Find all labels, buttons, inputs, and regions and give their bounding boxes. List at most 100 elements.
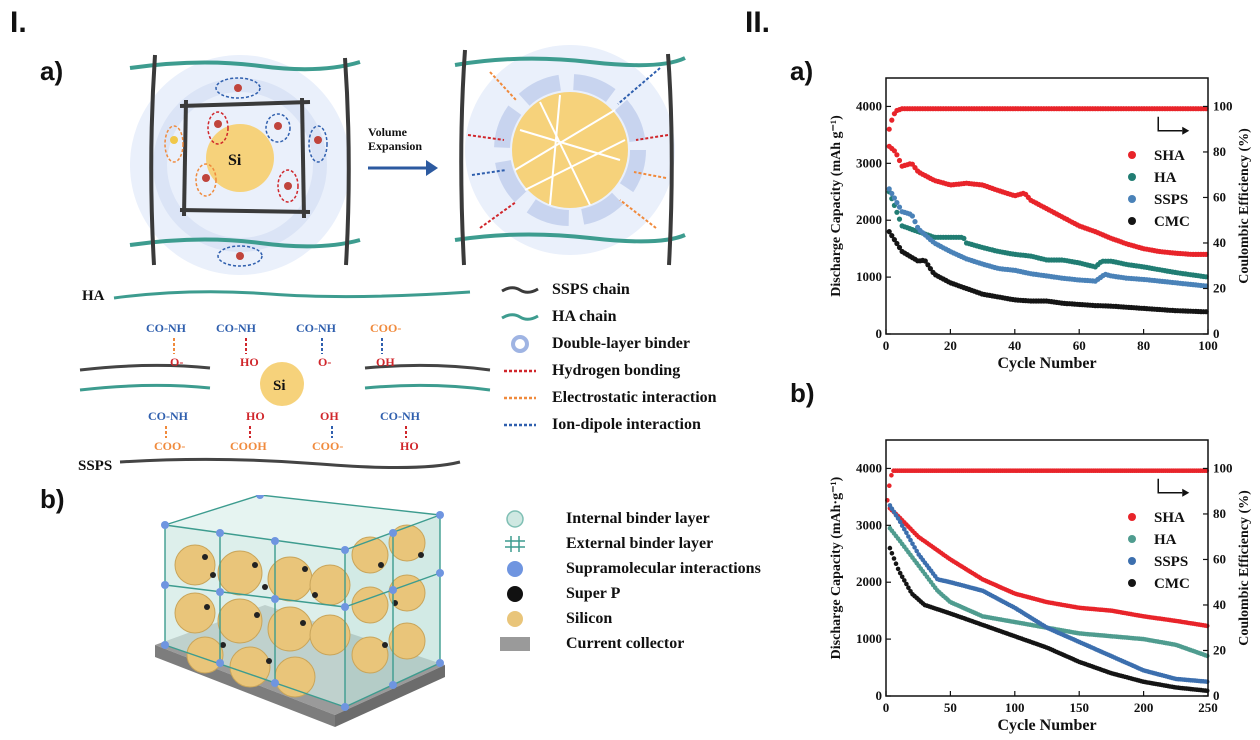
x-tick-label: 50	[944, 700, 957, 715]
y2-tick-label: 0	[1213, 326, 1220, 341]
data-point	[891, 556, 897, 561]
expanded-binder-network	[454, 45, 686, 266]
plot-data	[886, 106, 1209, 315]
legend-item-super-p: Super P	[500, 581, 830, 606]
legend-label: Internal binder layer	[566, 509, 710, 527]
supramolecular-interactions-icon	[507, 560, 523, 577]
series-coulombic-efficiency	[886, 106, 1209, 132]
y2-tick-label: 20	[1213, 642, 1226, 657]
y-tick-label: 2000	[856, 212, 882, 227]
legend-marker	[1128, 535, 1136, 543]
capacity-chart-100-cycles: 0 20 40 60 80 1000100020003000400002040608010…	[829, 77, 1252, 372]
legend-label: SHA	[1154, 510, 1185, 526]
data-point	[899, 523, 905, 528]
panel-ia-label: a)	[40, 56, 64, 86]
data-point	[894, 240, 900, 247]
super-p-icon	[507, 585, 523, 602]
data-point	[925, 262, 931, 268]
data-point	[887, 503, 893, 508]
y2-tick-label: 0	[1213, 688, 1220, 703]
data-point	[886, 186, 892, 192]
y2-tick-label: 60	[1213, 551, 1226, 566]
data-point	[1204, 688, 1210, 694]
x-tick-label: 80	[1137, 338, 1150, 353]
bottom-partner-1: COO-	[154, 439, 185, 453]
ion-dipole-interaction-icon	[504, 423, 536, 426]
top-group-3: CO-NH	[296, 321, 337, 335]
data-point	[906, 585, 911, 590]
y2-tick-label: 20	[1213, 280, 1226, 295]
legend-marker	[1128, 151, 1136, 159]
y2-tick-label: 40	[1213, 597, 1226, 612]
data-point	[889, 190, 895, 197]
y-tick-label: 4000	[856, 98, 882, 113]
arrow-label-line2: Expansion	[368, 139, 422, 153]
y2-axis-label: Coulombic Efficiency (%)	[1237, 128, 1252, 284]
legend-label: Electrostatic interaction	[552, 388, 717, 406]
data-point	[902, 578, 907, 583]
data-point	[891, 195, 897, 201]
x-tick-label: 20	[944, 338, 957, 353]
data-point	[927, 266, 933, 272]
legend-item-supramolecular: Supramolecular interactions	[500, 556, 830, 581]
ha-chain-icon	[501, 312, 539, 321]
y2-tick-label: 80	[1213, 144, 1226, 159]
legend-label: CMC	[1154, 576, 1190, 592]
external-binder-layer-icon	[505, 535, 525, 552]
x-tick-label: 0	[883, 338, 890, 353]
y2-tick-label: 40	[1213, 235, 1226, 250]
legend-item-double-layer: Double-layer binder	[500, 330, 770, 357]
part-one-label: I.	[10, 6, 27, 39]
data-point	[896, 204, 903, 210]
data-point	[902, 526, 907, 532]
y-axis-label: Discharge Capacity (mAh·g⁻¹)	[829, 476, 844, 659]
legend-label: CMC	[1154, 214, 1190, 230]
y2-axis-label: Coulombic Efficiency (%)	[1237, 490, 1252, 646]
panel-iia-label: a)	[790, 56, 814, 86]
y2-tick-label: 80	[1213, 506, 1226, 521]
data-point	[895, 566, 901, 572]
series-cmc	[887, 545, 1210, 694]
volume-expansion-arrow: Volume Expansion	[368, 125, 438, 176]
ssps-chain-label: SSPS	[78, 458, 112, 474]
x-axis-label: Cycle Number	[997, 355, 1096, 372]
right-axis-arrow	[1157, 478, 1183, 494]
ssps-chain-icon	[501, 285, 539, 294]
legend-label: Supramolecular interactions	[566, 559, 761, 577]
bottom-group-1: CO-NH	[148, 409, 189, 423]
x-tick-label: 250	[1198, 700, 1218, 715]
y-tick-label: 3000	[856, 517, 882, 532]
y-tick-label: 1000	[856, 631, 882, 646]
data-point	[887, 483, 892, 488]
legend-item-electrostatic: Electrostatic interaction	[500, 384, 770, 411]
legend-item-current-collector: Current collector	[500, 631, 830, 656]
panel-iib-label: b)	[790, 378, 815, 408]
arrow-label-line1: Volume	[368, 125, 408, 139]
right-axis-arrow-head	[1182, 488, 1190, 497]
legend-label: HA	[1154, 170, 1177, 186]
legend-item-hydrogen: Hydrogen bonding	[500, 357, 770, 384]
legend-item-ha-chain: HA chain	[500, 303, 770, 330]
data-point	[891, 509, 897, 515]
legend-marker	[1128, 217, 1136, 225]
plot-data	[885, 468, 1210, 694]
data-point	[897, 570, 903, 576]
data-point	[887, 545, 893, 551]
data-point	[1204, 623, 1210, 629]
y2-tick-label: 60	[1213, 189, 1226, 204]
ha-chain-label: HA	[82, 288, 105, 304]
plot-frame	[885, 77, 1209, 335]
top-partner-2: HO	[240, 355, 259, 369]
bottom-partner-4: HO	[400, 439, 419, 453]
x-tick-label: 200	[1134, 700, 1154, 715]
data-point	[896, 216, 903, 222]
legend-label: SHA	[1154, 148, 1185, 164]
data-point	[889, 233, 895, 239]
data-point	[893, 561, 899, 566]
right-axis-arrow	[1157, 116, 1183, 132]
y2-tick-label: 100	[1213, 460, 1233, 475]
data-point	[894, 200, 900, 206]
si-center-label: Si	[273, 378, 286, 394]
legend-marker	[1128, 579, 1136, 587]
data-point	[904, 581, 909, 587]
